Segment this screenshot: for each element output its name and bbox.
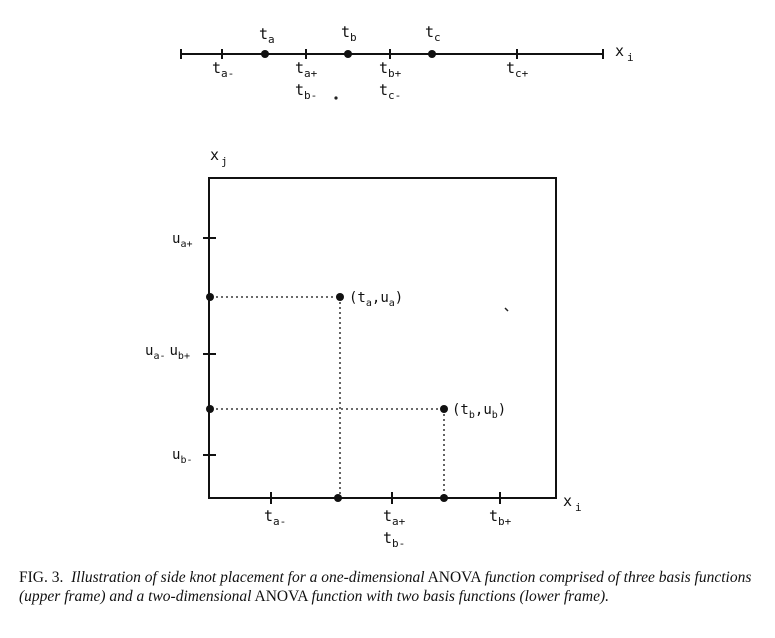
lower-box	[208, 177, 557, 499]
point-b-label: (tb,ub)	[452, 402, 506, 421]
edge-dot-ta	[334, 494, 342, 502]
point-a	[336, 293, 344, 301]
caption-text-3: function with two basis functions (lower…	[311, 588, 610, 605]
caption-label: FIG. 3.	[19, 569, 64, 586]
xtick-label-tb-minus: tb-	[383, 529, 405, 550]
edge-dot-ub	[206, 405, 214, 413]
xtick-label-ta-minus: ta-	[264, 507, 286, 528]
upper-label-tb-minus: tb-	[295, 81, 317, 102]
upper-speck	[334, 96, 338, 100]
upper-label-ta-plus: ta+	[295, 59, 318, 80]
caption-text-2: function comprised of three basis functi…	[19, 569, 752, 605]
upper-label-ta: ta	[259, 25, 275, 46]
upper-label-tc-minus: tc-	[379, 81, 401, 102]
xtick-label-tb-plus: tb+	[489, 507, 512, 528]
upper-label-tb: tb	[341, 23, 357, 44]
upper-label-ta-minus: ta-	[212, 59, 234, 80]
upper-label-tb-plus: tb+	[379, 59, 402, 80]
caption-text-1: Illustration of side knot placement for …	[71, 569, 425, 586]
edge-dot-ua	[206, 293, 214, 301]
lower-speck	[504, 307, 509, 312]
xtick-label-ta-plus: ta+	[383, 507, 406, 528]
upper-label-tc-plus: tc+	[506, 59, 529, 80]
figure-caption: FIG. 3. Illustration of side knot placem…	[19, 568, 759, 606]
upper-knot-tb	[344, 50, 352, 58]
upper-label-tc: tc	[425, 23, 441, 44]
upper-knot-tc	[428, 50, 436, 58]
point-a-label: (ta,ua)	[349, 290, 403, 309]
lower-frame: (ta,ua) (tb,ub) ua+ ua-ub+ ub- ta- ta+ t…	[145, 146, 582, 550]
ytick-label-ub-minus: ub-	[172, 447, 192, 466]
edge-dot-tb	[440, 494, 448, 502]
caption-anova-1: ANOVA	[427, 569, 481, 586]
ytick-label-ua-minus-ub-plus: ua-ub+	[145, 343, 190, 362]
ytick-label-ua-plus: ua+	[172, 231, 192, 250]
point-b	[440, 405, 448, 413]
caption-anova-2: ANOVA	[254, 588, 308, 605]
upper-knot-ta	[261, 50, 269, 58]
